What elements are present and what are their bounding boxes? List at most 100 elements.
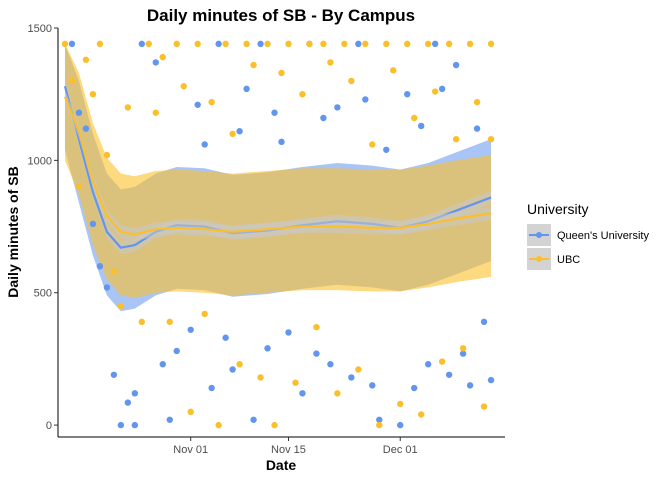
data-point [404,90,411,98]
data-point [243,40,250,48]
data-point [431,88,439,95]
data-point [397,421,404,429]
data-point [131,421,139,429]
data-point [145,40,152,48]
data-point [236,128,243,135]
data-point [257,40,264,48]
data-point [452,61,460,69]
data-point [215,40,222,48]
y-tick-label: 500 [34,288,52,300]
data-point [117,421,125,429]
x-tick-label: Dec 01 [383,444,418,456]
data-point [236,361,243,368]
data-point [411,384,418,392]
data-point [131,390,139,397]
data-point [222,334,229,341]
dense-cloud-ubc [64,43,492,299]
data-point [201,141,208,148]
y-tick-label: 0 [46,420,52,432]
data-point [229,366,236,373]
data-point [431,40,439,48]
data-point [417,411,425,418]
data-point [110,268,118,275]
data-point [480,403,488,410]
data-point [369,141,376,148]
data-point [124,399,132,406]
data-point [278,138,285,146]
data-point [355,366,362,373]
data-point [362,96,369,103]
legend-label: UBC [557,254,580,266]
data-point [355,40,362,48]
data-point [152,109,159,116]
x-tick-label: Nov 15 [271,444,306,456]
data-point [208,98,215,106]
data-point [438,85,446,93]
data-point [243,85,250,93]
data-point [369,382,376,389]
data-point [376,416,383,423]
data-point [285,40,292,48]
data-point [75,109,83,116]
data-point [103,151,111,159]
legend-title: University [527,201,588,217]
data-point [82,125,90,132]
data-point [292,379,299,386]
data-point [201,310,208,318]
data-point [173,40,180,48]
data-point [327,59,334,66]
dense-point-clouds [64,43,492,312]
data-point [187,408,194,416]
legend-dot [536,256,542,262]
y-tick-label: 1000 [28,155,52,167]
data-point [445,40,453,48]
data-point [187,326,194,333]
data-point [173,347,180,355]
data-point [480,318,488,326]
data-point [459,350,467,357]
data-point [75,183,83,191]
data-point [96,40,104,48]
data-point [362,40,369,48]
data-point [271,421,278,429]
y-axis-title: Daily minutes of SB [5,166,21,297]
trend-layer [63,79,492,255]
data-point [257,374,264,381]
trend-line [63,96,492,236]
points-layer [61,40,495,429]
x-axis-title: Date [266,457,297,473]
data-point [208,384,215,392]
data-point [215,421,222,429]
data-point [264,40,271,48]
data-point [397,400,404,408]
data-point [334,390,341,397]
data-point [348,374,355,381]
data-point [110,371,118,378]
data-point [68,77,76,85]
data-point [152,59,159,66]
x-tick-label: Nov 01 [173,444,208,456]
data-point [473,98,481,106]
data-point [424,40,432,48]
data-point [452,135,460,143]
data-point [264,345,271,352]
data-point [250,416,257,423]
data-point [299,390,306,397]
legend: University Queen's University UBC [527,201,649,270]
data-point [82,56,90,63]
data-point [417,122,425,130]
data-point [313,323,320,331]
data-point [271,109,278,116]
data-point [194,101,201,108]
data-point [166,416,173,423]
data-point [138,40,146,48]
data-point [61,40,69,48]
data-point [299,90,306,98]
trend-confidence-band [64,79,492,255]
data-point [320,114,327,122]
data-point [117,302,125,310]
data-point [459,345,467,352]
x-axis-ticks: Nov 01 Nov 15 Dec 01 [173,437,418,456]
data-point [250,61,257,69]
